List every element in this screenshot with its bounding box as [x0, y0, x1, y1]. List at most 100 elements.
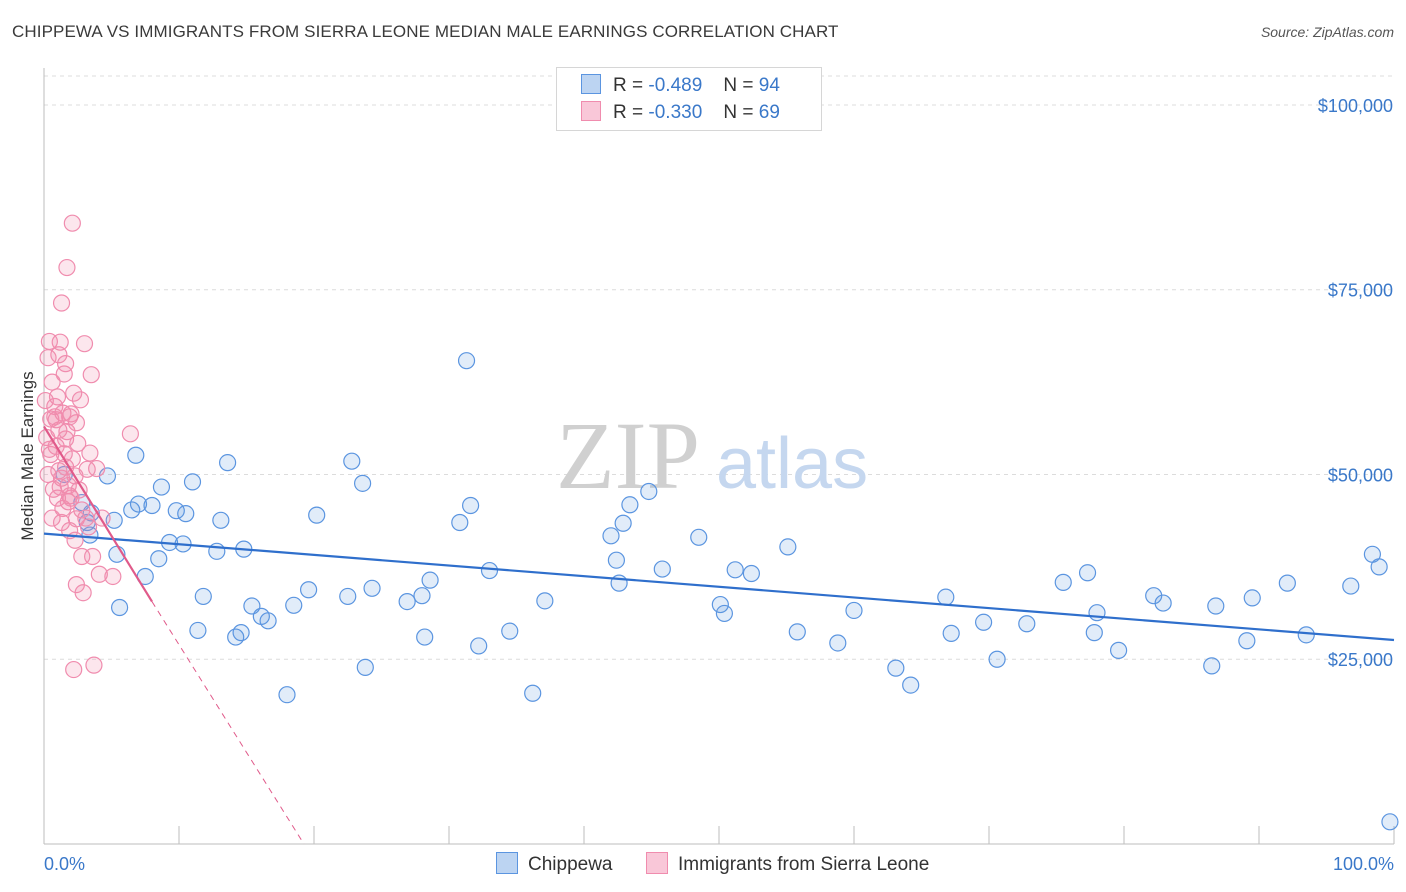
point-sierra-leone [68, 511, 84, 527]
legend-row-chippewa: R = -0.489 N = 94 [581, 74, 780, 100]
point-sierra-leone [59, 260, 75, 276]
point-sierra-leone [64, 215, 80, 231]
point-chippewa [463, 498, 479, 514]
point-chippewa [286, 597, 302, 613]
point-sierra-leone [105, 568, 121, 584]
point-chippewa [185, 474, 201, 490]
legend-n-label: N = [723, 75, 753, 96]
bottom-legend-chippewa: Chippewa [496, 852, 613, 876]
point-chippewa [976, 614, 992, 630]
point-chippewa [301, 582, 317, 598]
point-chippewa [743, 566, 759, 582]
point-chippewa [525, 685, 541, 701]
point-chippewa [846, 602, 862, 618]
point-sierra-leone [77, 336, 93, 352]
point-chippewa [309, 507, 325, 523]
stats-legend: R = -0.489 N = 94 R = -0.330 N = 69 [556, 67, 822, 131]
point-chippewa [888, 660, 904, 676]
point-chippewa [903, 677, 919, 693]
point-chippewa [399, 594, 415, 610]
point-sierra-leone [63, 406, 79, 422]
point-sierra-leone [72, 392, 88, 408]
point-chippewa [131, 496, 147, 512]
point-chippewa [1371, 559, 1387, 575]
point-chippewa [727, 562, 743, 578]
legend-r-value-chippewa: -0.489 [648, 75, 702, 96]
legend-n-value-chippewa: 94 [759, 75, 780, 96]
point-sierra-leone [58, 356, 74, 372]
point-chippewa [422, 572, 438, 588]
trend-line-chippewa [44, 534, 1394, 640]
point-sierra-leone [122, 426, 138, 442]
point-sierra-leone [66, 662, 82, 678]
point-chippewa [279, 687, 295, 703]
point-chippewa [1382, 814, 1398, 830]
watermark-zip: ZIP [556, 402, 700, 509]
point-chippewa [178, 506, 194, 522]
point-sierra-leone [54, 295, 70, 311]
point-sierra-leone [75, 585, 91, 601]
point-chippewa [830, 635, 846, 651]
point-chippewa [1343, 578, 1359, 594]
point-chippewa [502, 623, 518, 639]
bottom-swatch-sierra-leone [646, 852, 668, 874]
point-sierra-leone [48, 412, 64, 428]
point-sierra-leone [83, 367, 99, 383]
point-chippewa [260, 613, 276, 629]
bottom-legend-sierra-leone: Immigrants from Sierra Leone [646, 852, 929, 876]
point-chippewa [153, 479, 169, 495]
point-chippewa [789, 624, 805, 640]
point-chippewa [355, 475, 371, 491]
legend-n-value-sierra-leone: 69 [759, 102, 780, 123]
point-chippewa [537, 593, 553, 609]
point-chippewa [417, 629, 433, 645]
point-sierra-leone [62, 488, 78, 504]
point-chippewa [641, 483, 657, 499]
point-chippewa [608, 552, 624, 568]
point-chippewa [112, 600, 128, 616]
point-chippewa [151, 551, 167, 567]
x-tick-label-end: 100.0% [1333, 854, 1394, 874]
data-points [37, 215, 1398, 830]
point-chippewa [1080, 565, 1096, 581]
point-chippewa [471, 638, 487, 654]
y-tick-label: $50,000 [1328, 465, 1393, 485]
x-tick-label-start: 0.0% [44, 854, 85, 874]
scatter-chart: ZIP atlas $25,000$50,000$75,000$100,0000… [0, 0, 1406, 892]
bottom-legend-label-sierra-leone: Immigrants from Sierra Leone [678, 854, 929, 875]
gridlines [44, 76, 1394, 659]
point-chippewa [1298, 627, 1314, 643]
point-chippewa [233, 625, 249, 641]
point-chippewa [452, 515, 468, 531]
point-chippewa [414, 588, 430, 604]
bottom-legend-label-chippewa: Chippewa [528, 854, 613, 875]
point-chippewa [220, 455, 236, 471]
point-chippewa [195, 588, 211, 604]
point-chippewa [1019, 616, 1035, 632]
point-chippewa [1244, 590, 1260, 606]
point-chippewa [364, 580, 380, 596]
axis-labels: $25,000$50,000$75,000$100,0000.0% 100.0%M… [18, 96, 1394, 874]
legend-swatch-sierra-leone [581, 101, 601, 121]
point-chippewa [716, 605, 732, 621]
point-chippewa [128, 447, 144, 463]
point-chippewa [344, 453, 360, 469]
y-tick-label: $25,000 [1328, 650, 1393, 670]
watermark: ZIP atlas [556, 402, 868, 509]
point-chippewa [654, 561, 670, 577]
point-sierra-leone [54, 515, 70, 531]
point-chippewa [989, 651, 1005, 667]
point-chippewa [622, 497, 638, 513]
legend-row-sierra-leone: R = -0.330 N = 69 [581, 101, 780, 127]
legend-swatch-chippewa [581, 74, 601, 94]
point-chippewa [615, 515, 631, 531]
point-chippewa [1239, 633, 1255, 649]
point-sierra-leone [85, 549, 101, 565]
point-chippewa [213, 512, 229, 528]
legend-r-label: R = [613, 102, 643, 123]
point-sierra-leone [86, 657, 102, 673]
point-chippewa [1055, 574, 1071, 590]
point-chippewa [1086, 625, 1102, 641]
point-chippewa [1155, 595, 1171, 611]
y-tick-label: $75,000 [1328, 281, 1393, 301]
